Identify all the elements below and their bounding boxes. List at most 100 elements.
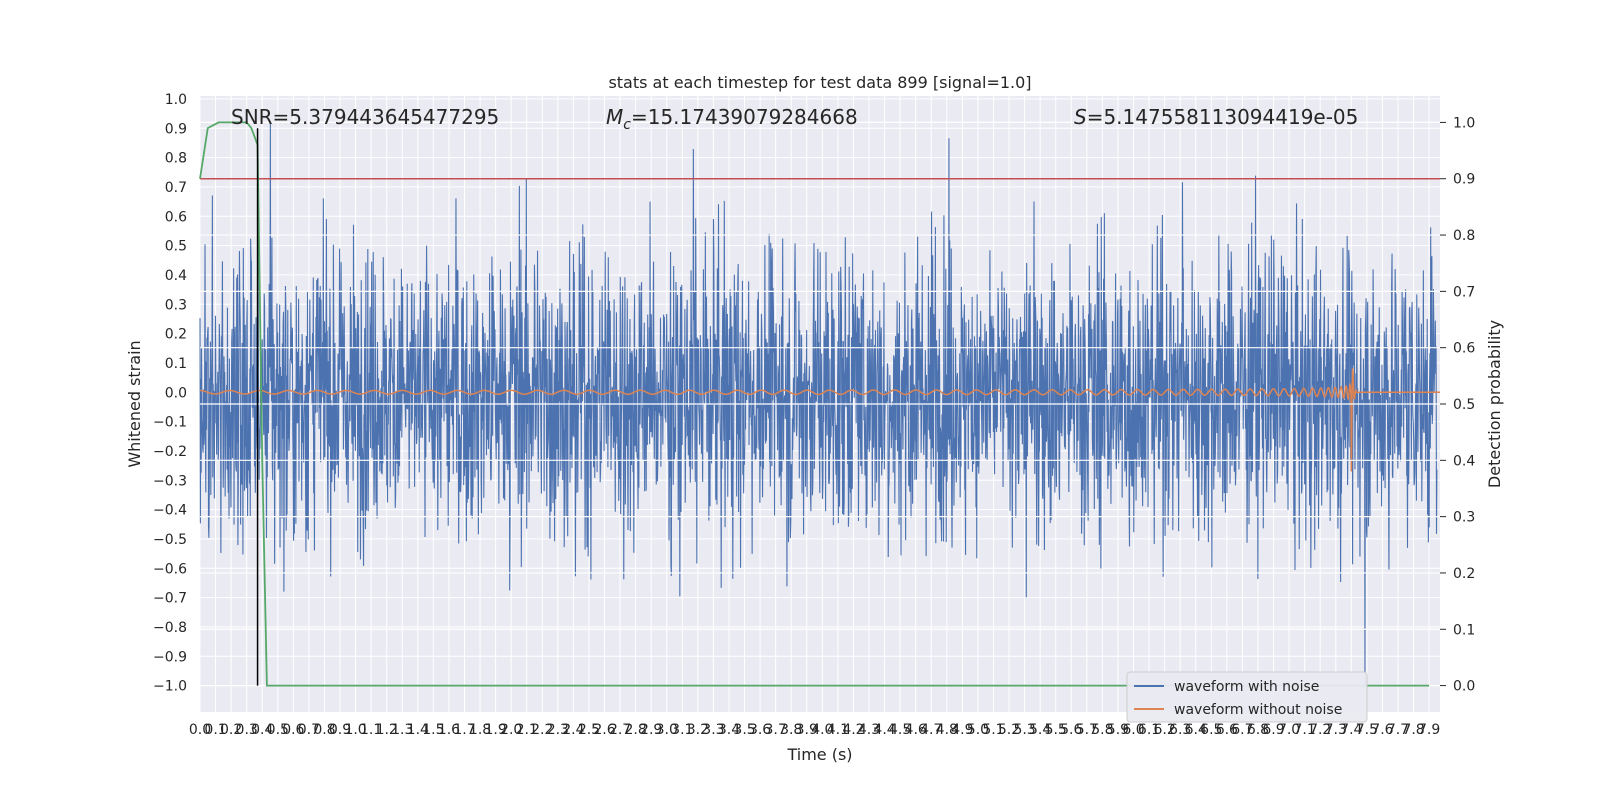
x-tick-label: 2.6 bbox=[593, 722, 615, 738]
x-tick-label: 1.1 bbox=[360, 722, 382, 738]
y-left-tick-label: 0.1 bbox=[165, 356, 187, 372]
x-tick-label: 2.0 bbox=[500, 722, 522, 738]
x-tick-label: 6.8 bbox=[1247, 722, 1269, 738]
x-tick-label: 0.8 bbox=[313, 722, 335, 738]
y-left-tick-label: −0.4 bbox=[153, 503, 187, 519]
chirp-mass-subscript: c bbox=[623, 117, 631, 133]
y-left-tick-label: −1.0 bbox=[153, 679, 187, 695]
x-tick-label: 2.5 bbox=[578, 722, 600, 738]
x-tick-label: 2.3 bbox=[547, 722, 569, 738]
x-tick-label: 2.2 bbox=[531, 722, 553, 738]
x-tick-label: 7.4 bbox=[1340, 722, 1362, 738]
x-tick-label: 5.6 bbox=[1060, 722, 1082, 738]
x-tick-label: 1.2 bbox=[376, 722, 398, 738]
x-tick-label: 1.8 bbox=[469, 722, 491, 738]
y-left-tick-label: −0.5 bbox=[153, 532, 187, 548]
x-tick-label: 7.5 bbox=[1356, 722, 1378, 738]
y-left-tick-label: −0.2 bbox=[153, 444, 187, 460]
x-tick-label: 5.4 bbox=[1029, 722, 1051, 738]
y-left-tick-label: 0.5 bbox=[165, 239, 187, 255]
x-tick-label: 5.5 bbox=[1045, 722, 1067, 738]
x-tick-label: 6.6 bbox=[1216, 722, 1238, 738]
x-tick-label: 4.2 bbox=[842, 722, 864, 738]
legend-label-noise: waveform with noise bbox=[1174, 679, 1319, 695]
x-tick-label: 0.7 bbox=[298, 722, 320, 738]
y-right-tick-label: 0.6 bbox=[1453, 341, 1475, 357]
x-tick-label: 6.5 bbox=[1200, 722, 1222, 738]
y-left-tick-label: −0.3 bbox=[153, 473, 187, 489]
x-tick-label: 1.5 bbox=[422, 722, 444, 738]
x-tick-label: 7.6 bbox=[1371, 722, 1393, 738]
x-tick-label: 5.2 bbox=[998, 722, 1020, 738]
x-tick-label: 1.0 bbox=[344, 722, 366, 738]
y-right-tick-label: 0.4 bbox=[1453, 453, 1475, 469]
x-tick-label: 7.8 bbox=[1402, 722, 1424, 738]
x-tick-label: 0.9 bbox=[329, 722, 351, 738]
clean-waveform-line bbox=[200, 368, 1440, 472]
x-tick-label: 0.1 bbox=[204, 722, 226, 738]
y-right-tick-label: 0.3 bbox=[1453, 510, 1475, 526]
y-right-tick-label: 0.1 bbox=[1453, 622, 1475, 638]
x-tick-label: 7.2 bbox=[1309, 722, 1331, 738]
x-tick-label: 0.0 bbox=[189, 722, 211, 738]
x-tick-label: 4.0 bbox=[811, 722, 833, 738]
x-tick-label: 6.9 bbox=[1262, 722, 1284, 738]
x-tick-label: 2.9 bbox=[640, 722, 662, 738]
x-tick-label: 6.7 bbox=[1231, 722, 1253, 738]
y-right-tick-label: 0.5 bbox=[1453, 397, 1475, 413]
y-left-tick-label: 0.2 bbox=[165, 327, 187, 343]
x-tick-label: 4.1 bbox=[827, 722, 849, 738]
x-tick-label: 5.8 bbox=[1091, 722, 1113, 738]
right-axis-grid bbox=[200, 121, 1440, 687]
y-left-tick-label: 0.8 bbox=[165, 151, 187, 167]
s-annotation: S=5.147558113094419e-05 bbox=[1074, 105, 1358, 129]
y-right-tick-label: 1.0 bbox=[1453, 115, 1475, 131]
y-right-tick-label: 0.7 bbox=[1453, 284, 1475, 300]
x-tick-label: 3.2 bbox=[687, 722, 709, 738]
series-waveform-with-noise bbox=[199, 122, 1438, 686]
snr-annotation: SNR=5.379443645477295 bbox=[231, 105, 499, 129]
x-tick-label: 3.4 bbox=[718, 722, 740, 738]
chirp-mass-annotation: Mc=15.17439079284668 bbox=[606, 105, 858, 133]
x-tick-label: 0.4 bbox=[251, 722, 273, 738]
x-tick-label: 2.1 bbox=[516, 722, 538, 738]
x-tick-label: 5.9 bbox=[1107, 722, 1129, 738]
x-tick-label: 7.0 bbox=[1278, 722, 1300, 738]
y-right-tick-label: 0.9 bbox=[1453, 172, 1475, 188]
y-left-tick-label: −0.1 bbox=[153, 415, 187, 431]
x-tick-label: 3.5 bbox=[733, 722, 755, 738]
x-tick-label: 4.9 bbox=[951, 722, 973, 738]
y-left-tick-label: 0.9 bbox=[165, 121, 187, 137]
s-symbol: S bbox=[1074, 105, 1087, 129]
x-tick-label: 1.6 bbox=[438, 722, 460, 738]
y-axis-label-right: Detection probability bbox=[1485, 320, 1504, 488]
y-left-tick-label: 0.6 bbox=[165, 209, 187, 225]
y-right-tick-labels: 1.0 0.9 0.8 0.7 0.6 0.5 0.4 0.3 0.2 0.1 0.0 bbox=[1440, 115, 1475, 695]
x-tick-label: 3.7 bbox=[765, 722, 787, 738]
x-tick-label: 5.3 bbox=[1013, 722, 1035, 738]
x-tick-label: 0.2 bbox=[220, 722, 242, 738]
legend: waveform with noise waveform without noi… bbox=[1126, 671, 1368, 723]
x-tick-label: 2.8 bbox=[625, 722, 647, 738]
chirp-mass-symbol: M bbox=[606, 105, 623, 129]
legend-box bbox=[1126, 671, 1368, 723]
y-left-tick-label: 0.3 bbox=[165, 297, 187, 313]
x-tick-label: 7.1 bbox=[1294, 722, 1316, 738]
noise-waveform-line bbox=[199, 122, 1438, 686]
y-left-tick-label: −0.8 bbox=[153, 620, 187, 636]
x-tick-label: 4.6 bbox=[905, 722, 927, 738]
x-axis-label: Time (s) bbox=[786, 745, 852, 764]
y-left-tick-labels: 1.0 0.9 0.8 0.7 0.6 0.5 0.4 0.3 0.2 0.1 0.0 −0.1 −0.… bbox=[153, 92, 187, 695]
y-left-tick-label: −0.9 bbox=[153, 649, 187, 665]
x-tick-label: 6.3 bbox=[1169, 722, 1191, 738]
x-tick-label: 5.7 bbox=[1076, 722, 1098, 738]
x-tick-label: 3.8 bbox=[780, 722, 802, 738]
x-tick-label: 5.0 bbox=[967, 722, 989, 738]
x-tick-label: 1.4 bbox=[407, 722, 429, 738]
x-tick-label: 0.5 bbox=[267, 722, 289, 738]
y-left-tick-label: 0.7 bbox=[165, 180, 187, 196]
x-tick-label: 3.3 bbox=[702, 722, 724, 738]
x-tick-label: 2.7 bbox=[609, 722, 631, 738]
chirp-mass-value: =15.17439079284668 bbox=[631, 105, 858, 129]
